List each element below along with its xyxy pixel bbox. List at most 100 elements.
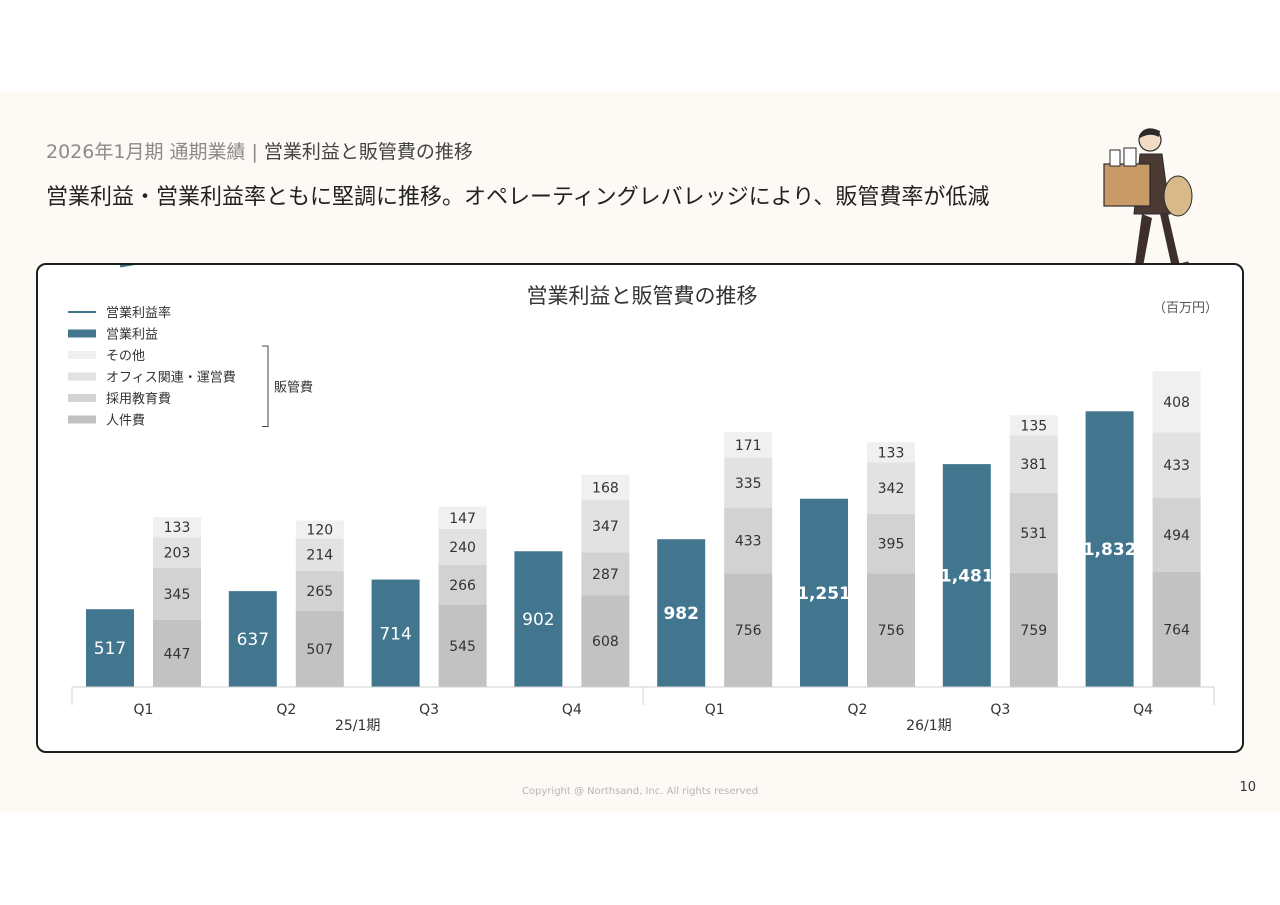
profit-bar — [228, 591, 277, 687]
slide: 2026年1月期 通期業績 | 営業利益と販管費の推移 営業利益・営業利益率ともに堅… — [0, 92, 1280, 812]
x-tick-label: Q2 — [848, 702, 868, 718]
legend-label: その他 — [106, 349, 145, 364]
sga-segment-bar — [1009, 572, 1058, 687]
plot-area: 517 447 345 203 133 637 507 265 214 120 714 545 266 2… — [71, 265, 1215, 734]
profit-value-label: 1,481 — [940, 567, 994, 587]
sga-segment-bar — [295, 610, 344, 687]
sga-value-label: 214 — [306, 548, 333, 564]
legend-label: 営業利益 — [106, 327, 158, 343]
x-tick-label: Q4 — [562, 702, 582, 718]
margin-line — [119, 265, 136, 268]
profit-value-label: 1,251 — [797, 584, 851, 604]
sga-segment-bar — [724, 457, 773, 509]
sga-segment-bar — [153, 619, 201, 687]
profit-bar — [657, 539, 706, 687]
period-group-label: 25/1期 — [335, 718, 380, 734]
period-group-label: 26/1期 — [906, 718, 951, 734]
sga-segment-bar — [153, 567, 201, 620]
page-number: 10 — [1239, 780, 1256, 795]
breadcrumb-separator: | — [251, 141, 258, 163]
copyright: Copyright @ Northsand, Inc. All rights r… — [521, 786, 759, 797]
sga-segment-bar — [438, 564, 487, 605]
sga-segment-bar — [295, 538, 344, 571]
sga-segment-bar — [867, 513, 915, 574]
unit-label: （百万円） — [1152, 301, 1218, 316]
legend-label: 人件費 — [106, 414, 145, 429]
profit-value-label: 982 — [663, 604, 699, 624]
x-tick-label: Q3 — [419, 702, 439, 718]
profit-value-label: 517 — [94, 639, 126, 659]
chart-panel: 営業利益と販管費の推移 営業利益率 営業利益 その他 オフィス関連・運営費 採用教育費人… — [36, 263, 1244, 753]
profit-bar — [86, 609, 134, 687]
profit-bar — [371, 579, 420, 687]
sga-segment-bar — [1009, 492, 1058, 573]
sga-value-label: 342 — [878, 481, 905, 497]
sga-value-label: 133 — [878, 445, 905, 461]
profit-value-label: 1,832 — [1083, 540, 1137, 560]
sga-value-label: 266 — [449, 578, 476, 594]
sga-value-label: 347 — [592, 519, 619, 535]
profit-bar — [514, 551, 563, 687]
profit-value-label: 637 — [237, 630, 269, 650]
sga-value-label: 203 — [164, 546, 191, 562]
sga-value-label: 147 — [449, 511, 476, 527]
sga-value-label: 608 — [592, 634, 619, 650]
sga-value-label: 265 — [306, 584, 333, 600]
sga-segment-bar — [581, 500, 630, 553]
legend-swatch — [68, 394, 96, 402]
legend-swatch — [68, 329, 96, 338]
sga-segment-bar — [581, 474, 630, 501]
legend-label: 営業利益率 — [106, 305, 171, 321]
sga-segment-bar — [581, 595, 630, 687]
chart: 営業利益と販管費の推移 営業利益率営業利益その他オフィス関連・運営費採用教育費人… — [68, 265, 1215, 734]
breadcrumb-period: 2026年1月期 通期業績 — [46, 141, 246, 163]
sga-segment-bar — [438, 604, 487, 687]
chart-title: 営業利益と販管費の推移 — [527, 284, 758, 308]
sga-value-label: 168 — [592, 480, 619, 496]
sga-segment-bar — [438, 506, 487, 529]
sga-value-label: 395 — [878, 536, 905, 552]
sga-segment-bar — [153, 517, 201, 538]
sga-value-label: 120 — [306, 523, 333, 539]
sga-value-label: 240 — [449, 540, 476, 556]
breadcrumb: 2026年1月期 通期業績 | 営業利益と販管費の推移 — [46, 137, 473, 164]
sga-value-label: 764 — [1163, 623, 1190, 639]
sga-segment-bar — [581, 552, 630, 596]
sga-segment-bar — [724, 508, 773, 574]
legend-swatch — [68, 415, 96, 424]
sga-value-label: 408 — [1163, 395, 1190, 411]
sga-value-label: 759 — [1020, 623, 1047, 639]
x-tick-label: Q2 — [276, 702, 296, 718]
sga-value-label: 433 — [1163, 458, 1190, 474]
sga-value-label: 756 — [878, 623, 905, 639]
sga-segment-bar — [438, 528, 487, 565]
sga-value-label: 171 — [735, 438, 762, 454]
page-headline: 営業利益・営業利益率ともに堅調に推移。オペレーティングレバレッジにより、販管費率… — [46, 185, 990, 210]
legend-label: オフィス関連・運営費 — [106, 371, 236, 386]
legend-swatch — [68, 372, 96, 381]
sga-segment-bar — [867, 573, 915, 687]
legend-bracket — [262, 345, 269, 427]
sga-segment-bar — [867, 462, 915, 514]
legend-swatch — [68, 351, 96, 359]
sga-value-label: 545 — [449, 639, 476, 655]
sga-value-label: 531 — [1020, 526, 1047, 542]
sga-value-label: 433 — [735, 534, 762, 550]
sga-segment-bar — [1152, 572, 1201, 687]
breadcrumb-topic: 営業利益と販管費の推移 — [263, 141, 473, 163]
profit-bar — [1085, 411, 1134, 687]
sga-value-label: 135 — [1020, 418, 1047, 434]
sga-segment-bar — [153, 537, 201, 568]
sga-segment-bar — [1009, 435, 1058, 493]
x-tick-label: Q1 — [705, 702, 725, 718]
profit-bar — [942, 464, 991, 687]
sga-segment-bar — [1152, 497, 1201, 573]
sga-segment-bar — [1152, 432, 1201, 498]
sga-segment-bar — [724, 573, 773, 687]
x-tick-label: Q3 — [990, 702, 1010, 718]
sga-segment-bar — [295, 570, 344, 611]
sga-segment-bar — [295, 520, 344, 539]
profit-value-label: 714 — [379, 624, 411, 644]
sga-value-label: 381 — [1020, 457, 1047, 473]
